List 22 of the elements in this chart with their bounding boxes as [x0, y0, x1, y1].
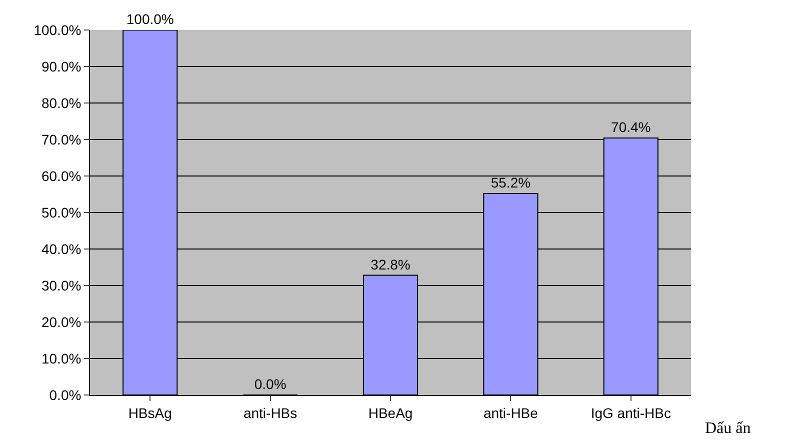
data-label: 70.4% — [611, 119, 651, 136]
x-tick-label: IgG anti-HBc — [590, 404, 671, 421]
y-tick-label: 90.0% — [41, 58, 82, 74]
data-label: 100.0% — [126, 11, 174, 27]
x-tick-label: anti-HBe — [483, 404, 538, 421]
y-tick-label: 100.0% — [34, 22, 82, 38]
x-tick-label: anti-HBs — [243, 404, 298, 421]
y-tick-label: 60.0% — [41, 168, 82, 184]
x-tick-label: HBsAg — [128, 404, 172, 421]
y-tick-label: 70.0% — [41, 131, 82, 148]
y-tick-label: 0.0% — [49, 386, 82, 403]
data-label: 32.8% — [370, 256, 410, 272]
y-tick-label: 20.0% — [41, 314, 82, 330]
y-tick-label: 50.0% — [41, 204, 82, 220]
y-tick-label: 10.0% — [41, 350, 82, 366]
y-tick-label: 80.0% — [41, 94, 82, 111]
data-label: 0.0% — [254, 376, 286, 392]
x-axis-title: Dấu ấn — [705, 420, 751, 437]
y-tick-label: 30.0% — [41, 277, 82, 294]
y-tick-label: 40.0% — [41, 240, 82, 257]
data-label: 55.2% — [490, 174, 531, 191]
x-tick-label: HBeAg — [368, 404, 413, 421]
